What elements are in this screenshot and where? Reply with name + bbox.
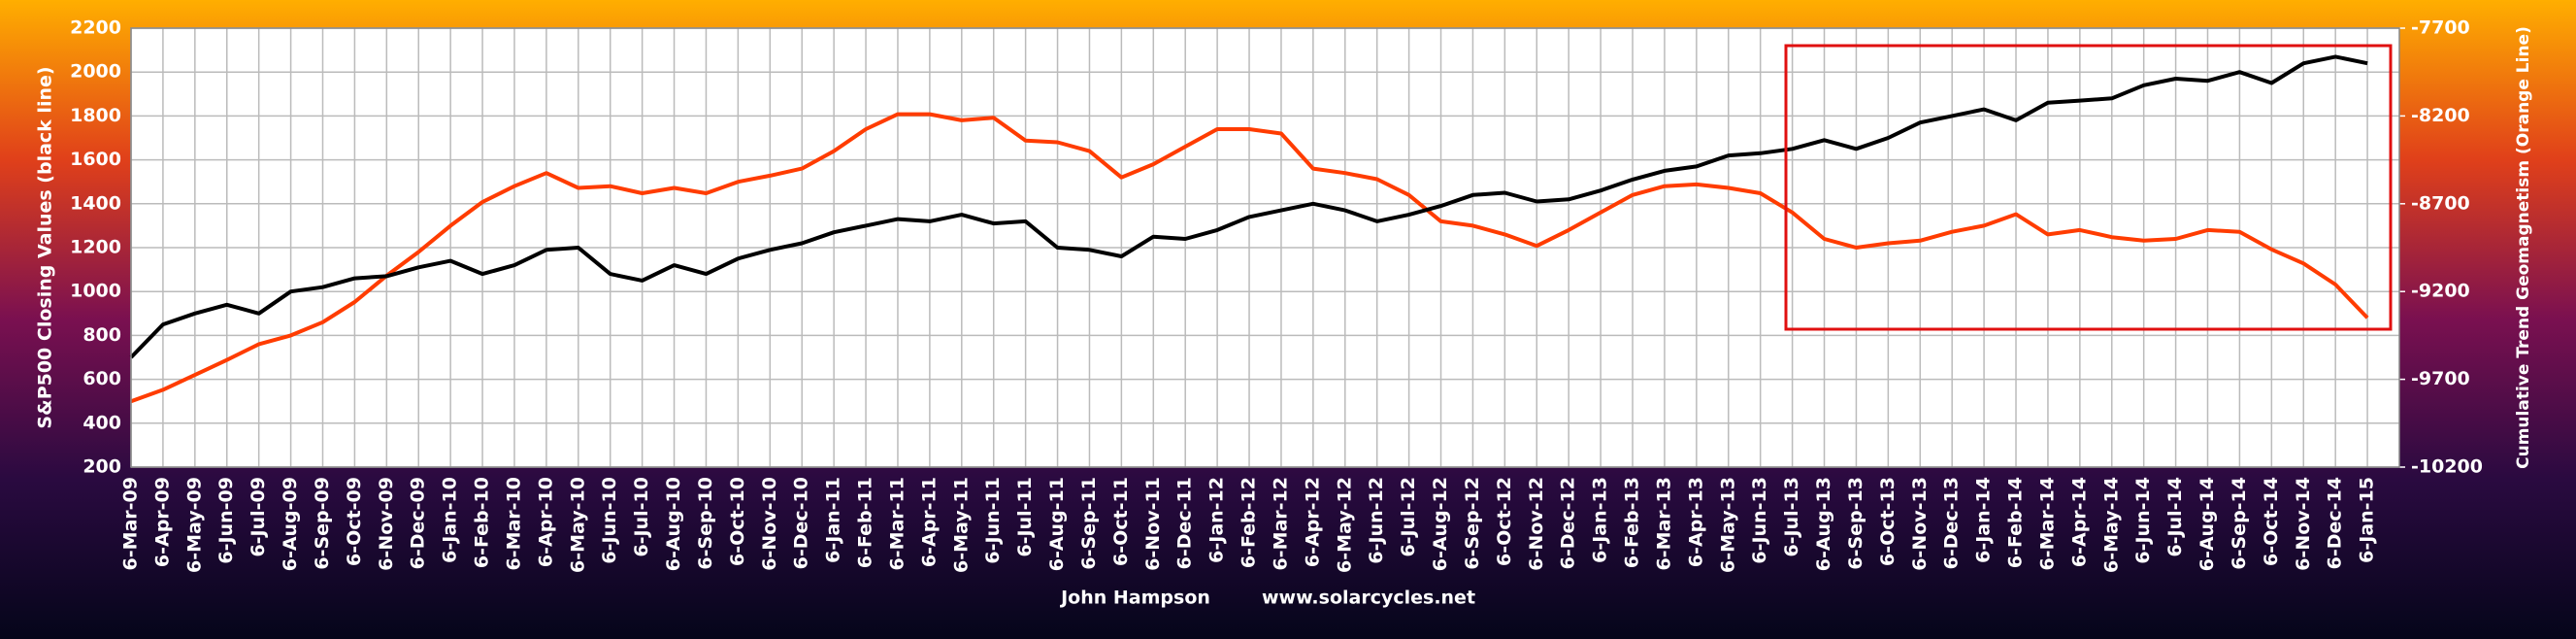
- x-tick-label: 6-Oct-12: [1494, 477, 1515, 566]
- x-tick-label: 6-May-09: [183, 477, 205, 573]
- x-tick-label: 6-Jun-10: [599, 477, 620, 564]
- x-tick-label: 6-Jan-12: [1206, 477, 1228, 563]
- x-tick-label: 6-Dec-11: [1174, 477, 1196, 569]
- x-tick-label: 6-Sep-10: [695, 477, 716, 570]
- x-tick-label: 6-Jul-10: [631, 477, 652, 557]
- y-tick-label: 2200: [70, 17, 121, 39]
- plot-border: [130, 27, 2400, 468]
- x-tick-label: 6-Sep-09: [312, 477, 333, 570]
- x-tick-label: 6-Feb-11: [855, 477, 876, 568]
- x-tick-label: 6-Jun-14: [2132, 477, 2154, 564]
- x-tick-label: 6-Jan-15: [2357, 477, 2378, 563]
- x-tick-label: 6-Jan-13: [1590, 477, 1611, 563]
- x-tick-label: 6-Mar-14: [2036, 477, 2058, 571]
- x-tick-label: 6-Oct-10: [727, 477, 748, 566]
- x-tick-label: 6-Jul-13: [1781, 477, 1802, 557]
- x-tick-label: 6-Aug-12: [1430, 477, 1451, 571]
- y-tick-label: 200: [83, 456, 121, 478]
- y2-axis-title: Cumulative Trend Geomagnetism (Orange Li…: [2514, 26, 2533, 469]
- x-tick-label: 6-Jul-11: [1014, 477, 1036, 557]
- x-tick-label: 6-Jan-10: [440, 477, 461, 563]
- x-tick-label: 6-Nov-12: [1526, 477, 1547, 571]
- x-tick-label: 6-Jul-09: [248, 477, 269, 557]
- x-tick-label: 6-Jun-09: [215, 477, 237, 564]
- x-tick-label: 6-Jan-14: [1973, 477, 1995, 563]
- x-tick-label: 6-Jan-11: [823, 477, 844, 563]
- x-tick-label: 6-Jun-12: [1366, 477, 1387, 564]
- x-tick-label: 6-Mar-10: [503, 477, 524, 571]
- x-tick-label: 6-Aug-10: [663, 477, 684, 571]
- x-tick-label: 6-May-14: [2100, 477, 2122, 573]
- y-tick-label: 400: [83, 412, 121, 433]
- x-tick-label: 6-Oct-13: [1877, 477, 1899, 566]
- x-tick-label: 6-Feb-10: [472, 477, 493, 568]
- x-tick-label: 6-Sep-11: [1078, 477, 1100, 570]
- y-tick-label: 1600: [70, 149, 121, 170]
- x-tick-label: 6-Nov-09: [376, 477, 397, 571]
- y2-tick-label: -8700: [2411, 192, 2470, 214]
- x-tick-label: 6-Sep-13: [1845, 477, 1866, 570]
- x-tick-label: 6-Apr-10: [535, 477, 556, 567]
- x-tick-label: 6-May-12: [1334, 477, 1355, 573]
- y-tick-label: 2000: [70, 61, 121, 83]
- x-tick-label: 6-Feb-13: [1622, 477, 1643, 568]
- x-tick-label: 6-Sep-14: [2229, 477, 2250, 570]
- x-tick-label: 6-May-13: [1717, 477, 1738, 573]
- x-tick-label: 6-Aug-09: [280, 477, 301, 571]
- y-axis-title: S&P500 Closing Values (black line): [35, 66, 56, 428]
- x-tick-label: 6-Apr-14: [2068, 477, 2090, 567]
- x-tick-label: 6-Oct-09: [344, 477, 365, 566]
- series-line: [130, 112, 2369, 404]
- x-tick-label: 6-Dec-10: [791, 477, 812, 569]
- x-tick-label: 6-Dec-09: [408, 477, 429, 569]
- y2-tick-label: -10200: [2411, 456, 2483, 478]
- x-tick-label: 6-Oct-14: [2261, 477, 2282, 566]
- x-tick-label: 6-Jul-12: [1398, 477, 1419, 557]
- x-tick-label: 6-Dec-12: [1558, 477, 1579, 569]
- y2-tick-label: -7700: [2411, 17, 2470, 39]
- x-tick-label: 6-Apr-11: [918, 477, 940, 567]
- y2-tick-label: -8200: [2411, 105, 2470, 126]
- x-tick-label: 6-May-10: [567, 477, 588, 573]
- x-tick-label: 6-Mar-09: [120, 477, 142, 571]
- x-tick-label: 6-Mar-12: [1270, 477, 1291, 571]
- y-tick-label: 600: [83, 368, 121, 389]
- y-tick-label: 1800: [70, 105, 121, 126]
- footer-author: John Hampson: [1059, 588, 1210, 609]
- x-tick-label: 6-Oct-11: [1110, 477, 1132, 566]
- y2-tick-label: -9700: [2411, 368, 2470, 389]
- x-tick-label: 6-Apr-13: [1685, 477, 1706, 567]
- highlight-box: [1784, 44, 2393, 331]
- x-tick-label: 6-Apr-12: [1302, 477, 1323, 567]
- x-tick-label: 6-Mar-11: [886, 477, 908, 571]
- x-tick-label: 6-Nov-14: [2293, 477, 2314, 571]
- x-tick-label: 6-Nov-11: [1142, 477, 1164, 571]
- x-tick-label: 6-Aug-14: [2196, 477, 2218, 571]
- x-tick-label: 6-Jun-13: [1749, 477, 1770, 564]
- y-tick-label: 1000: [70, 281, 121, 302]
- x-tick-label: 6-May-11: [950, 477, 972, 573]
- x-tick-label: 6-Sep-12: [1462, 477, 1483, 570]
- footer-url: www.solarcycles.net: [1262, 588, 1475, 609]
- x-tick-label: 6-Aug-13: [1813, 477, 1834, 571]
- y2-tick-label: -9200: [2411, 281, 2470, 302]
- x-tick-label: 6-Feb-12: [1238, 477, 1260, 568]
- x-tick-label: 6-Jun-11: [982, 477, 1004, 564]
- x-tick-label: 6-Nov-10: [759, 477, 780, 571]
- x-tick-label: 6-Dec-13: [1941, 477, 1963, 569]
- x-tick-label: 6-Apr-09: [151, 477, 173, 567]
- x-tick-label: 6-Feb-14: [2005, 477, 2027, 568]
- x-tick-label: 6-Mar-13: [1653, 477, 1674, 571]
- x-tick-label: 6-Aug-11: [1046, 477, 1068, 571]
- series-line: [129, 54, 2368, 359]
- x-tick-label: 6-Jul-14: [2164, 477, 2186, 557]
- y-tick-label: 800: [83, 324, 121, 346]
- y-tick-label: 1400: [70, 192, 121, 214]
- y-tick-label: 1200: [70, 237, 121, 258]
- x-tick-label: 6-Nov-13: [1909, 477, 1931, 571]
- x-tick-label: 6-Dec-14: [2325, 477, 2346, 569]
